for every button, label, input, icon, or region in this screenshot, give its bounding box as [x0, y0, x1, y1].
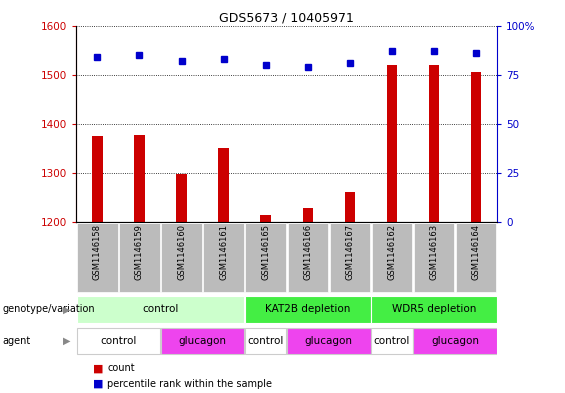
- Text: ■: ■: [93, 363, 104, 373]
- Bar: [371, 328, 412, 354]
- Bar: [176, 174, 187, 222]
- Bar: [161, 328, 244, 354]
- Bar: [329, 223, 370, 292]
- Bar: [218, 148, 229, 222]
- Title: GDS5673 / 10405971: GDS5673 / 10405971: [219, 11, 354, 24]
- Bar: [429, 65, 440, 222]
- Bar: [414, 223, 454, 292]
- Bar: [372, 223, 412, 292]
- Text: count: count: [107, 363, 135, 373]
- Bar: [77, 296, 244, 323]
- Text: GSM1146165: GSM1146165: [261, 224, 270, 280]
- Text: GSM1146158: GSM1146158: [93, 224, 102, 280]
- Bar: [245, 328, 286, 354]
- Bar: [287, 328, 371, 354]
- Bar: [371, 296, 497, 323]
- Bar: [260, 215, 271, 222]
- Text: ▶: ▶: [63, 305, 71, 314]
- Text: GSM1146167: GSM1146167: [345, 224, 354, 280]
- Text: GSM1146162: GSM1146162: [388, 224, 397, 280]
- Text: WDR5 depletion: WDR5 depletion: [392, 305, 476, 314]
- Bar: [456, 223, 497, 292]
- Bar: [386, 65, 397, 222]
- Text: control: control: [100, 336, 137, 346]
- Bar: [77, 223, 118, 292]
- Text: control: control: [142, 305, 179, 314]
- Bar: [119, 223, 160, 292]
- Text: glucagon: glucagon: [305, 336, 353, 346]
- Bar: [471, 72, 481, 222]
- Text: agent: agent: [3, 336, 31, 346]
- Bar: [161, 223, 202, 292]
- Bar: [414, 328, 497, 354]
- Text: KAT2B depletion: KAT2B depletion: [265, 305, 350, 314]
- Bar: [77, 328, 160, 354]
- Bar: [203, 223, 244, 292]
- Text: control: control: [374, 336, 410, 346]
- Text: GSM1146160: GSM1146160: [177, 224, 186, 280]
- Text: GSM1146164: GSM1146164: [472, 224, 481, 280]
- Text: GSM1146161: GSM1146161: [219, 224, 228, 280]
- Bar: [245, 223, 286, 292]
- Text: ■: ■: [93, 379, 104, 389]
- Bar: [245, 296, 371, 323]
- Text: glucagon: glucagon: [179, 336, 227, 346]
- Bar: [302, 208, 313, 222]
- Text: percentile rank within the sample: percentile rank within the sample: [107, 379, 272, 389]
- Text: glucagon: glucagon: [431, 336, 479, 346]
- Text: control: control: [247, 336, 284, 346]
- Bar: [345, 191, 355, 222]
- Bar: [134, 134, 145, 222]
- Text: GSM1146166: GSM1146166: [303, 224, 312, 280]
- Text: ▶: ▶: [63, 336, 71, 346]
- Text: GSM1146159: GSM1146159: [135, 224, 144, 280]
- Bar: [92, 136, 103, 222]
- Text: GSM1146163: GSM1146163: [429, 224, 438, 280]
- Text: genotype/variation: genotype/variation: [3, 305, 95, 314]
- Bar: [288, 223, 328, 292]
